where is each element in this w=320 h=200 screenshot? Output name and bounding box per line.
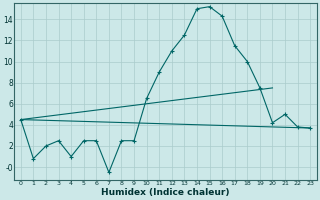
X-axis label: Humidex (Indice chaleur): Humidex (Indice chaleur) — [101, 188, 230, 197]
